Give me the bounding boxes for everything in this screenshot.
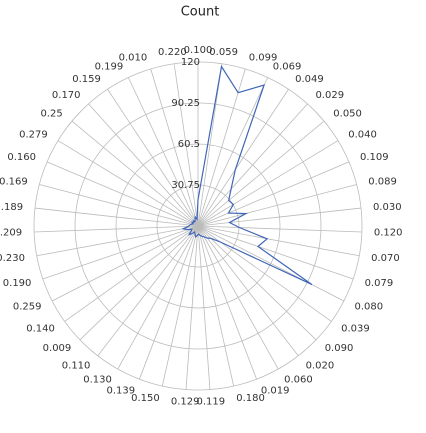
spoke (197, 225, 211, 390)
category-label: 0.070 (371, 253, 400, 264)
category-label: 0.019 (261, 385, 290, 396)
spoke (36, 225, 199, 257)
r-tick-label: 90.25 (171, 98, 200, 109)
spoke (150, 68, 199, 227)
spoke (173, 63, 199, 227)
spoke (197, 120, 325, 227)
category-label: 0.159 (72, 74, 101, 85)
spoke (197, 225, 299, 357)
spoke (197, 184, 357, 227)
spoke (39, 184, 199, 227)
category-label: 0.130 (83, 374, 112, 385)
chart-title: Count (181, 5, 220, 20)
category-label: 0.169 (0, 176, 28, 187)
category-label: 0.050 (333, 108, 362, 119)
category-label: 0.150 (131, 393, 160, 404)
category-label: 0.180 (236, 393, 265, 404)
spoke (139, 225, 199, 380)
category-label: 0.030 (373, 202, 402, 213)
spoke (34, 207, 199, 227)
r-tick-label: 30.75 (171, 180, 200, 191)
spoke (71, 120, 199, 227)
category-label: 0.120 (374, 227, 403, 238)
category-label: 0.049 (295, 74, 324, 85)
spoke (34, 225, 199, 233)
category-label: 0.279 (19, 129, 48, 140)
spoke (42, 225, 199, 280)
category-label: 0.140 (26, 323, 55, 334)
spoke (197, 225, 317, 341)
spoke (197, 225, 362, 233)
spoke (197, 225, 257, 380)
category-label: 0.199 (95, 62, 124, 73)
category-label: 0.119 (197, 397, 226, 408)
r-tick-label: 60.5 (178, 139, 200, 150)
spoke (197, 63, 223, 227)
spoke (197, 140, 339, 227)
spoke (197, 225, 235, 387)
spoke (51, 225, 199, 302)
category-label: 0.230 (0, 253, 25, 264)
category-label: 0.220 (158, 47, 187, 58)
category-label: 0.020 (306, 360, 335, 371)
category-label: 0.079 (365, 278, 394, 289)
spoke (197, 103, 308, 227)
spoke (117, 225, 199, 370)
category-label: 0.040 (348, 129, 377, 140)
spoke (197, 225, 360, 257)
category-label: 0.190 (3, 278, 32, 289)
spoke (197, 225, 345, 302)
spoke (197, 89, 289, 227)
category-label: 0.009 (43, 343, 72, 354)
spoke (57, 140, 199, 227)
spoke (107, 89, 199, 227)
category-label: 0.069 (273, 62, 302, 73)
category-label: 0.089 (368, 176, 397, 187)
category-label: 0.129 (171, 397, 200, 408)
category-label: 0.110 (62, 360, 91, 371)
category-label: 0.160 (7, 152, 36, 163)
spoke (197, 161, 350, 227)
spoke (185, 225, 199, 390)
category-label: 0.109 (360, 152, 389, 163)
category-label: 0.259 (13, 301, 42, 312)
spoke (97, 225, 199, 357)
category-label: 0.170 (52, 90, 81, 101)
category-label: 0.060 (284, 374, 313, 385)
category-label: 0.189 (0, 202, 23, 213)
spoke (197, 207, 362, 227)
spoke (79, 225, 199, 341)
category-label: 0.25 (40, 108, 62, 119)
spoke (197, 77, 268, 227)
r-tick-label: 120 (181, 57, 200, 68)
spoke (197, 225, 279, 370)
category-label: 0.090 (325, 343, 354, 354)
category-label: 0.100 (184, 45, 213, 56)
spoke (64, 225, 199, 322)
spoke (161, 225, 199, 387)
spoke (197, 68, 246, 227)
category-label: 0.039 (341, 323, 370, 334)
category-label: 0.099 (249, 52, 278, 63)
category-label: 0.209 (0, 227, 22, 238)
series-line (181, 64, 313, 286)
category-label: 0.010 (119, 52, 148, 63)
category-label: 0.139 (106, 385, 135, 396)
spoke (197, 225, 354, 280)
spoke (46, 161, 199, 227)
spoke (88, 103, 199, 227)
category-label: 0.029 (315, 90, 344, 101)
category-label: 0.059 (209, 47, 238, 58)
spoke (128, 77, 199, 227)
category-label: 0.080 (355, 301, 384, 312)
